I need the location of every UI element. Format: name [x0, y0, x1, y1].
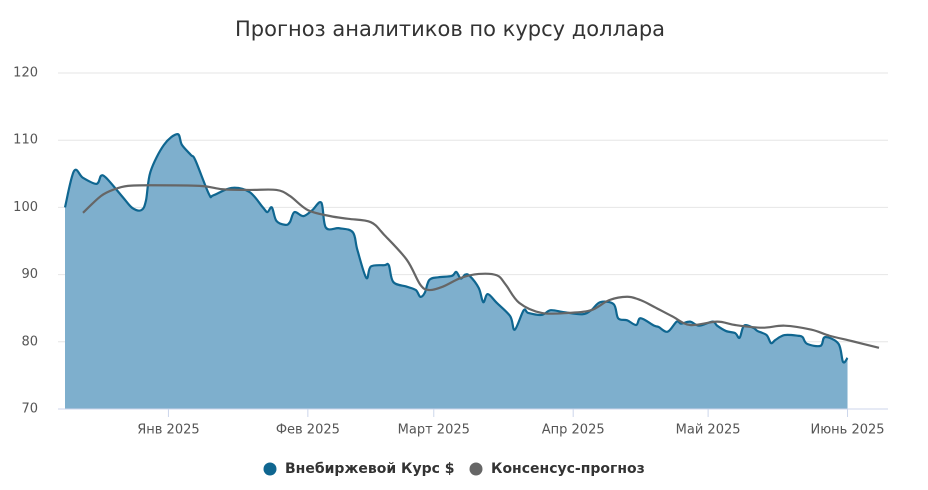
y-tick-label: 110: [13, 133, 38, 148]
legend-label: Консенсус-прогноз: [491, 461, 645, 477]
y-tick-label: 80: [21, 334, 38, 349]
x-tick-label: Янв 2025: [137, 423, 199, 438]
line: [82, 184, 880, 349]
y-tick-label: 120: [13, 66, 38, 81]
y-tick-label: 90: [21, 267, 38, 282]
x-tick-label: Апр 2025: [542, 423, 605, 438]
y-tick-label: 70: [21, 402, 38, 417]
x-tick-label: Июнь 2025: [811, 423, 885, 438]
x-tick-label: Март 2025: [398, 423, 470, 438]
area: [65, 134, 848, 410]
legend-marker: [263, 462, 277, 476]
legend-label: Внебиржевой Курс $: [285, 461, 455, 477]
x-tick-label: Май 2025: [676, 423, 741, 438]
legend-marker: [469, 462, 483, 476]
y-tick-label: 100: [13, 200, 38, 215]
x-tick-label: Фев 2025: [276, 423, 340, 438]
chart-title: Прогноз аналитиков по курсу доллара: [235, 17, 665, 41]
